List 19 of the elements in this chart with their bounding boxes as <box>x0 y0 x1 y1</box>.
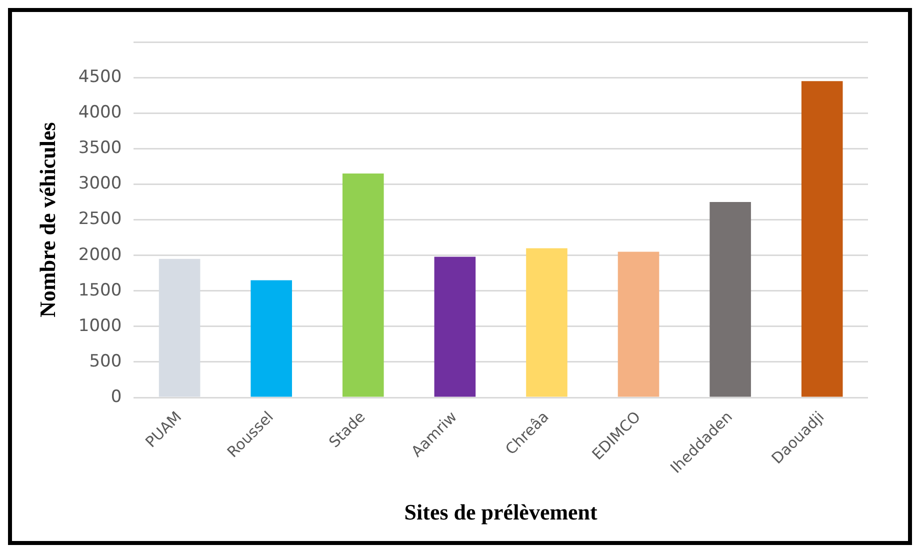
bar <box>710 202 751 397</box>
bar <box>618 252 660 397</box>
y-tick-label: 2000 <box>78 244 122 265</box>
y-tick-label: 2500 <box>78 209 122 230</box>
bar <box>801 81 843 397</box>
y-tick-label: 3000 <box>78 174 122 194</box>
bar <box>342 174 384 397</box>
y-tick-label: 0 <box>110 386 122 407</box>
y-tick-label: 1500 <box>78 280 122 300</box>
bar <box>434 256 476 397</box>
y-tick-label: 1000 <box>78 316 122 336</box>
bar <box>526 248 568 397</box>
bar <box>250 280 292 397</box>
y-tick-label: 3500 <box>78 138 122 158</box>
x-axis-title: Sites de prélèvement <box>404 499 598 524</box>
y-tick-label: 4000 <box>78 102 122 123</box>
y-tick-label: 4500 <box>78 66 122 87</box>
y-tick-label: 500 <box>89 351 122 372</box>
y-axis-title: Nombre de véhicules <box>34 122 60 318</box>
